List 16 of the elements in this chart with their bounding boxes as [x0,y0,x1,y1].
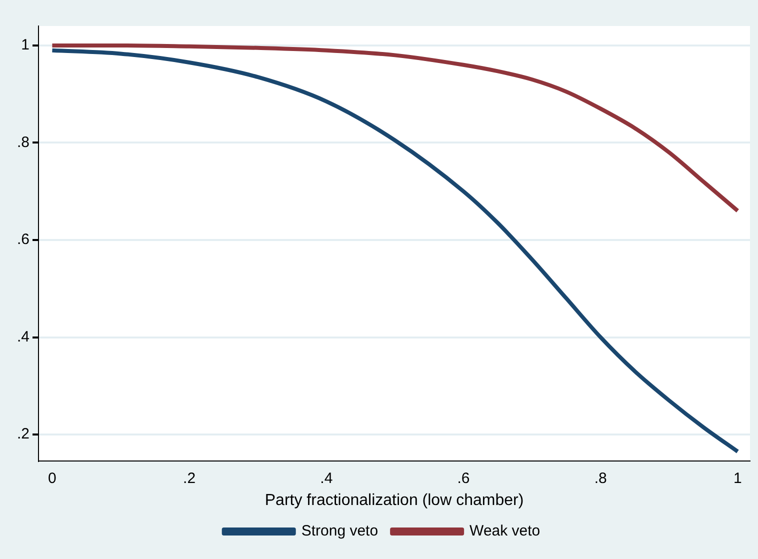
x-tick-label: .6 [457,470,470,487]
legend-label: Strong veto [301,522,378,540]
y-tick-label: 1 [21,36,30,54]
x-tick-label: .4 [320,470,333,487]
y-tick-label: .6 [16,231,30,248]
y-tick-label: .4 [16,328,30,346]
x-axis-title: Party fractionalization (low chamber) [264,492,524,509]
line-series [50,43,740,213]
x-tick-label: .8 [594,470,607,487]
y-tick-label: .8 [16,134,30,151]
legend-label: Weak veto [470,522,540,540]
x-tick-label: 0 [48,470,56,487]
line-series [50,48,740,454]
y-tick-label: .2 [16,426,30,443]
x-tick-label: 1 [733,470,742,487]
x-tick-label: .2 [183,470,196,487]
